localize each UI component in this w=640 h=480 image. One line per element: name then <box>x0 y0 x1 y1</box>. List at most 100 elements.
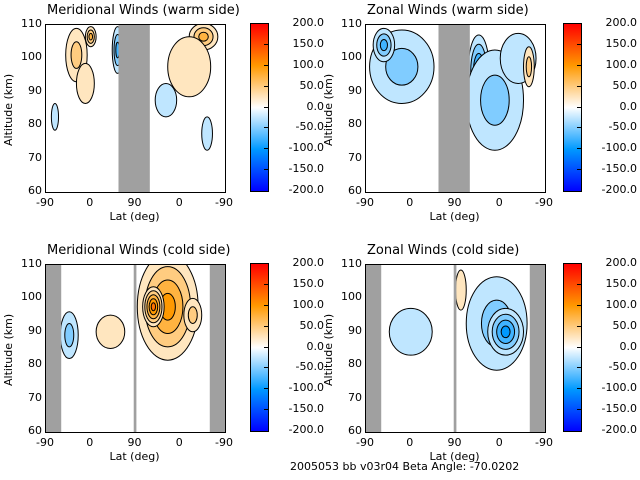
colorbar-tick-label: -50.0 <box>608 360 637 374</box>
colorbar-tick-mark <box>264 64 269 66</box>
colorbar-tick-label: 0.0 <box>619 339 638 353</box>
y-tick-label: 80 <box>28 357 42 371</box>
no-data-band <box>209 265 225 432</box>
y-tick-label: 90 <box>348 323 362 337</box>
y-axis-label: Altitude (km) <box>2 73 15 146</box>
plot-area <box>45 24 226 193</box>
x-tick-label: -90 <box>215 436 233 449</box>
y-tick-label: 90 <box>28 323 42 337</box>
colorbar-tick-label: 100.0 <box>292 297 325 311</box>
y-tick-label: 100 <box>341 290 362 304</box>
x-axis-label: Lat (deg) <box>109 450 160 463</box>
colorbar-tick-mark <box>577 325 582 327</box>
colorbar-tick-label: 200.0 <box>605 16 638 29</box>
colorbar-tick-mark <box>264 85 269 87</box>
y-axis-label: Altitude (km) <box>322 313 335 386</box>
colorbar-tick-mark <box>577 283 582 285</box>
x-tick-label: -90 <box>356 196 374 209</box>
colorbar-tick-label: 50.0 <box>612 78 638 92</box>
no-data-band <box>46 265 62 432</box>
colorbar-tick-label: 150.0 <box>605 276 638 290</box>
colorbar <box>563 23 582 192</box>
colorbar-tick-label: -100.0 <box>601 381 637 395</box>
colorbar-tick-mark <box>577 367 582 369</box>
x-axis-label: Lat (deg) <box>109 210 160 223</box>
y-axis-label: Altitude (km) <box>322 73 335 146</box>
x-tick-label: 0 <box>86 196 94 209</box>
y-tick-label: 70 <box>28 150 42 164</box>
colorbar-tick-mark <box>264 43 269 45</box>
y-tick-label: 80 <box>28 117 42 131</box>
x-tick-label: 90 <box>127 436 142 449</box>
colorbar-tick-mark <box>264 346 269 348</box>
y-tick-label: 70 <box>28 390 42 404</box>
colorbar-tick-label: -100.0 <box>601 141 637 155</box>
contour-region <box>198 31 209 42</box>
x-tick-label: 90 <box>447 196 462 209</box>
y-tick-label: 80 <box>348 357 362 371</box>
x-tick-label: 0 <box>406 436 414 449</box>
colorbar-tick-label: -150.0 <box>288 402 324 416</box>
colorbar-tick-label: 100.0 <box>292 57 325 71</box>
x-tick-label: -90 <box>535 436 553 449</box>
colorbar-tick-mark <box>577 148 582 150</box>
colorbar-tick-mark <box>577 409 582 411</box>
colorbar <box>563 263 582 432</box>
plot-area <box>365 264 546 433</box>
colorbar-tick-mark <box>264 409 269 411</box>
colorbar-tick-label: 0.0 <box>306 339 325 353</box>
y-tick-label: 60 <box>28 424 42 437</box>
contour-region <box>187 306 198 324</box>
y-tick-label: 70 <box>348 390 362 404</box>
contour-region <box>150 302 157 312</box>
colorbar-tick-label: -100.0 <box>288 141 324 155</box>
footer-info: 2005053 bb v03r04 Beta Angle: -70.0202 <box>290 460 520 473</box>
colorbar-tick-label: -50.0 <box>295 360 324 374</box>
contour-region <box>64 322 75 348</box>
colorbar-tick-mark <box>577 304 582 306</box>
contour-region <box>50 102 60 131</box>
contour-region <box>379 38 388 52</box>
contour-region <box>88 32 94 41</box>
colorbar-tick-label: 50.0 <box>299 78 325 92</box>
colorbar-tick-mark <box>264 169 269 171</box>
y-tick-label: 70 <box>348 150 362 164</box>
colorbar-tick-label: -150.0 <box>601 402 637 416</box>
colorbar-tick-label: 0.0 <box>619 99 638 113</box>
contour-region <box>75 62 95 104</box>
colorbar-tick-mark <box>577 43 582 45</box>
colorbar-tick-label: -150.0 <box>288 162 324 176</box>
colorbar-tick-label: 150.0 <box>292 276 325 290</box>
colorbar <box>250 263 269 432</box>
plot-area <box>365 24 546 193</box>
y-tick-label: 100 <box>341 50 362 64</box>
y-tick-label: 60 <box>28 184 42 197</box>
colorbar-tick-label: -50.0 <box>608 120 637 134</box>
x-tick-label: 0 <box>175 196 183 209</box>
x-tick-label: 0 <box>406 196 414 209</box>
no-data-band <box>366 265 382 432</box>
colorbar-tick-label: -50.0 <box>295 120 324 134</box>
x-tick-label: 0 <box>86 436 94 449</box>
contour-region <box>500 325 511 339</box>
colorbar-tick-mark <box>264 127 269 129</box>
colorbar-tick-mark <box>264 304 269 306</box>
colorbar-tick-label: -100.0 <box>288 381 324 395</box>
y-tick-label: 60 <box>348 424 362 437</box>
colorbar-tick-label: -200.0 <box>288 423 324 436</box>
colorbar-tick-mark <box>264 148 269 150</box>
no-data-band <box>118 25 150 192</box>
y-tick-label: 90 <box>28 83 42 97</box>
contour-region <box>167 36 212 98</box>
contour-region <box>480 74 510 126</box>
no-data-band <box>438 25 470 192</box>
contour-region <box>388 307 433 356</box>
x-tick-label: -90 <box>535 196 553 209</box>
y-tick-label: 110 <box>21 257 42 270</box>
colorbar-tick-mark <box>264 388 269 390</box>
no-data-band <box>529 265 545 432</box>
x-axis-label: Lat (deg) <box>429 450 480 463</box>
colorbar-tick-mark <box>577 127 582 129</box>
colorbar-tick-mark <box>264 325 269 327</box>
y-tick-label: 100 <box>21 50 42 64</box>
